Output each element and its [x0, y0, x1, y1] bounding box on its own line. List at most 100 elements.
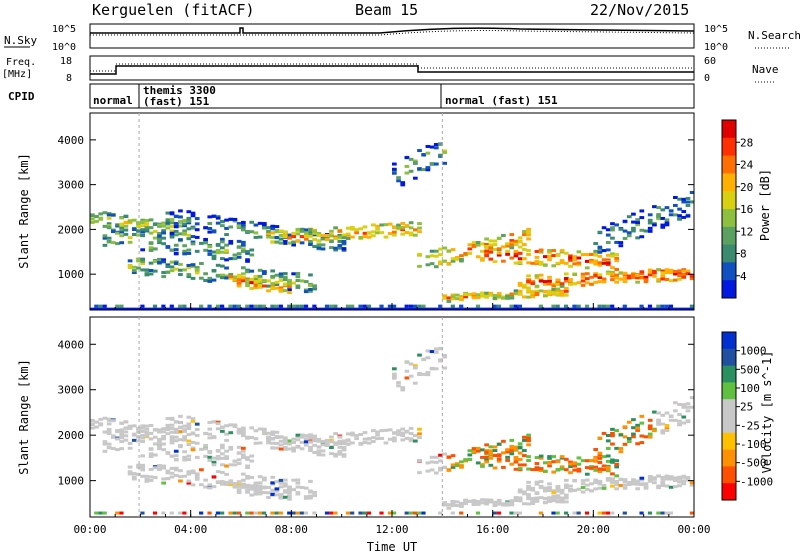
- velocity-cell: [270, 437, 276, 441]
- power-cell: [412, 233, 418, 237]
- power-cell: [90, 214, 95, 218]
- power-cell: [173, 248, 179, 252]
- velocity-cell: [211, 435, 217, 439]
- power-cell: [555, 304, 560, 308]
- velocity-cell: [329, 446, 334, 450]
- velocity-cell: [241, 472, 246, 476]
- cpid-segment-themis: themis 3300: [143, 84, 216, 97]
- power-cell: [601, 249, 607, 253]
- power-cell: [610, 252, 615, 256]
- velocity-cell: [526, 439, 531, 443]
- power-cell: [677, 207, 682, 211]
- velocity-cell: [169, 441, 175, 445]
- velocity-cell: [496, 457, 502, 461]
- power-cell: [211, 257, 217, 261]
- power-cell: [253, 235, 259, 239]
- velocity-cell: [551, 455, 557, 459]
- velocity-cell: [182, 455, 187, 459]
- power-cell: [454, 256, 460, 260]
- power-cell: [287, 278, 292, 282]
- velocity-cell: [257, 441, 263, 445]
- velocity-cell: [316, 437, 322, 441]
- power-cell: [505, 294, 510, 298]
- velocity-cell: [350, 441, 355, 445]
- nave-trace: [90, 63, 694, 72]
- velocity-cell: [433, 367, 439, 371]
- y-tick-label: 3000: [58, 179, 85, 192]
- velocity-cell: [245, 488, 250, 492]
- velocity-cell: [211, 463, 217, 467]
- power-cell: [194, 249, 200, 253]
- power-cell: [446, 249, 452, 253]
- velocity-cell: [157, 437, 162, 441]
- power-cell: [140, 259, 146, 263]
- power-cell: [119, 241, 125, 245]
- power-cell: [597, 247, 603, 251]
- velocity-cell: [538, 467, 544, 471]
- velocity-cell: [333, 432, 338, 436]
- velocity-cell: [106, 446, 112, 450]
- velocity-cell: [345, 432, 351, 436]
- velocity-cell: [442, 503, 448, 507]
- power-cell: [165, 263, 171, 267]
- power-cell: [450, 293, 456, 297]
- velocity-cell: [400, 388, 406, 392]
- power-cell: [299, 229, 305, 233]
- power-cell: [673, 203, 678, 207]
- power-cell: [245, 270, 250, 274]
- power-cell: [673, 278, 678, 282]
- power-cell: [597, 273, 603, 277]
- colorbar-swatch: [722, 191, 736, 210]
- velocity-cell: [312, 511, 317, 515]
- power-cell: [106, 236, 112, 240]
- power-cell: [224, 226, 229, 230]
- power-cell: [681, 197, 687, 201]
- power-cell: [270, 224, 276, 228]
- velocity-cell: [656, 486, 661, 490]
- power-cell: [312, 231, 317, 235]
- power-cell: [681, 269, 687, 273]
- velocity-cell: [358, 511, 363, 515]
- power-cell: [337, 246, 343, 250]
- power-cell: [568, 256, 573, 260]
- velocity-cell: [685, 478, 691, 482]
- velocity-cell: [689, 511, 694, 515]
- power-cell: [475, 255, 481, 259]
- power-cell: [98, 212, 104, 216]
- power-cell: [90, 220, 95, 224]
- power-cell: [517, 260, 523, 264]
- power-cell: [429, 262, 435, 266]
- velocity-cell: [161, 464, 166, 468]
- velocity-cell: [580, 479, 586, 483]
- velocity-cell: [534, 482, 540, 486]
- velocity-cell: [446, 468, 452, 472]
- velocity-cell: [152, 466, 158, 470]
- velocity-cell: [207, 511, 212, 515]
- velocity-cell: [559, 491, 565, 495]
- power-cell: [605, 272, 611, 276]
- power-cell: [308, 230, 313, 234]
- power-cell: [538, 260, 544, 264]
- power-cell: [224, 258, 229, 262]
- velocity-cell: [203, 478, 208, 482]
- velocity-cell: [249, 487, 255, 491]
- power-cell: [484, 293, 489, 297]
- velocity-cell: [194, 428, 200, 432]
- colorbar-swatch: [722, 432, 736, 451]
- x-tick-label: 16:00: [476, 523, 509, 536]
- velocity-cell: [647, 474, 653, 478]
- power-cell: [488, 293, 494, 297]
- velocity-cell: [526, 502, 531, 506]
- velocity-cell: [224, 456, 229, 460]
- velocity-cell: [278, 494, 284, 498]
- velocity-cell: [199, 511, 204, 515]
- velocity-cell: [656, 420, 661, 424]
- velocity-cell: [182, 450, 187, 454]
- power-cell: [190, 276, 196, 280]
- velocity-cell: [261, 485, 267, 489]
- power-cell: [287, 233, 292, 237]
- velocity-cell: [622, 435, 628, 439]
- power-cell: [291, 231, 297, 235]
- velocity-cell: [115, 437, 120, 441]
- power-cell: [274, 225, 280, 229]
